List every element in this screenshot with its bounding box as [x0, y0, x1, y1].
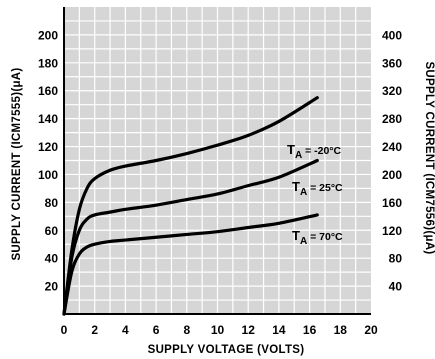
- y-tick-label-right: 40: [389, 280, 403, 294]
- series-line-2: [62, 158, 319, 316]
- y-tick-label-left: 40: [45, 252, 59, 266]
- x-tick-label: 20: [364, 323, 378, 337]
- y-tick-label-left: 20: [45, 280, 59, 294]
- x-tick-label: 2: [91, 323, 98, 337]
- y-tick-label-left: 120: [38, 140, 58, 154]
- x-tick-label: 14: [272, 323, 286, 337]
- x-tick-labels: 0 2 4 6 8 10 12 14 16 18 20: [61, 323, 378, 337]
- curve-label-70-sub: A: [300, 236, 307, 247]
- y-tick-labels-left: 20 40 60 80 100 120 140 160 180 200: [38, 28, 58, 293]
- curve-label-minus20-sub: A: [295, 150, 302, 161]
- series-layer: [62, 96, 319, 316]
- curve-label-25-rest: = 25°C: [307, 182, 343, 194]
- svg-text:TA = -20°C: TA = -20°C: [287, 142, 342, 161]
- x-tick-label: 10: [211, 323, 225, 337]
- series-line-1: [62, 96, 319, 316]
- y-tick-label-left: 160: [38, 84, 58, 98]
- y-tick-labels-right: 40 80 120 160 200 240 280 320 360 400: [382, 28, 402, 293]
- svg-text:TA = 70°C: TA = 70°C: [292, 228, 343, 247]
- y-tick-label-right: 120: [382, 224, 402, 238]
- series-line-3: [62, 213, 319, 316]
- curve-label-25-prefix: T: [292, 179, 300, 194]
- y-tick-label-right: 160: [382, 196, 402, 210]
- curve-label-25-sub: A: [300, 187, 307, 198]
- curve-label-25: TA = 25°C: [292, 179, 343, 198]
- grid: [64, 7, 371, 314]
- curve-label-70-rest: = 70°C: [307, 231, 343, 243]
- y-tick-label-right: 200: [382, 168, 402, 182]
- x-tick-label: 16: [303, 323, 317, 337]
- x-tick-label: 0: [61, 323, 68, 337]
- curve-label-minus20: TA = -20°C: [287, 142, 342, 161]
- y-tick-label-left: 100: [38, 168, 58, 182]
- curve-label-minus20-rest: = -20°C: [302, 145, 341, 157]
- x-tick-label: 18: [334, 323, 348, 337]
- x-tick-label: 6: [153, 323, 160, 337]
- curve-label-70-prefix: T: [292, 228, 300, 243]
- svg-text:TA = 25°C: TA = 25°C: [292, 179, 343, 198]
- x-tick-label: 4: [122, 323, 129, 337]
- x-tick-label: 8: [183, 323, 190, 337]
- curve-label-70: TA = 70°C: [292, 228, 343, 247]
- x-axis-title: SUPPLY VOLTAGE (VOLTS): [148, 344, 305, 356]
- y-tick-label-left: 80: [45, 196, 59, 210]
- y-tick-label-right: 320: [382, 84, 402, 98]
- y-tick-label-left: 180: [38, 56, 58, 70]
- y-tick-label-left: 200: [38, 28, 58, 42]
- y-tick-label-left: 140: [38, 112, 58, 126]
- y-axis-title-left: SUPPLY CURRENT (ICM7555)(μA): [11, 67, 23, 260]
- y-tick-label-left: 60: [45, 224, 59, 238]
- y-tick-label-right: 280: [382, 112, 402, 126]
- y-tick-label-right: 360: [382, 56, 402, 70]
- curve-label-minus20-prefix: T: [287, 142, 295, 157]
- y-tick-label-right: 400: [382, 28, 402, 42]
- y-axis-title-right: SUPPLY CURRENT (ICM7556)(μA): [423, 61, 435, 254]
- y-tick-label-right: 80: [389, 252, 403, 266]
- y-tick-label-right: 240: [382, 140, 402, 154]
- x-tick-label: 12: [242, 323, 256, 337]
